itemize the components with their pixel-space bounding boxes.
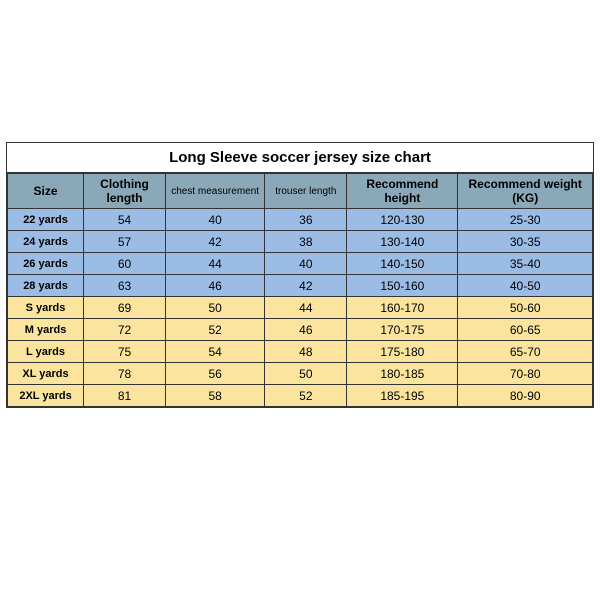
- data-cell: 25-30: [458, 209, 593, 231]
- size-cell: XL yards: [8, 363, 84, 385]
- table-row: 28 yards634642150-16040-50: [8, 275, 593, 297]
- size-cell: 24 yards: [8, 231, 84, 253]
- size-chart: Long Sleeve soccer jersey size chart Siz…: [6, 142, 594, 408]
- data-cell: 44: [165, 253, 264, 275]
- data-cell: 58: [165, 385, 264, 407]
- data-cell: 170-175: [347, 319, 458, 341]
- data-cell: 46: [165, 275, 264, 297]
- data-cell: 75: [84, 341, 166, 363]
- data-cell: 56: [165, 363, 264, 385]
- page-canvas: { "size_chart": { "type": "table", "titl…: [0, 0, 600, 600]
- column-header-chest: chest measurement: [165, 174, 264, 209]
- data-cell: 50: [265, 363, 347, 385]
- data-cell: 175-180: [347, 341, 458, 363]
- data-cell: 60: [84, 253, 166, 275]
- data-cell: 160-170: [347, 297, 458, 319]
- table-row: S yards695044160-17050-60: [8, 297, 593, 319]
- column-header-trous: trouser length: [265, 174, 347, 209]
- data-cell: 185-195: [347, 385, 458, 407]
- size-table: SizeClothing lengthchest measurementtrou…: [7, 173, 593, 407]
- column-header-weight: Recommend weight (KG): [458, 174, 593, 209]
- size-cell: S yards: [8, 297, 84, 319]
- table-row: 24 yards574238130-14030-35: [8, 231, 593, 253]
- data-cell: 72: [84, 319, 166, 341]
- table-row: 2XL yards815852185-19580-90: [8, 385, 593, 407]
- data-cell: 52: [165, 319, 264, 341]
- size-cell: 22 yards: [8, 209, 84, 231]
- table-row: 22 yards544036120-13025-30: [8, 209, 593, 231]
- data-cell: 70-80: [458, 363, 593, 385]
- table-header-row: SizeClothing lengthchest measurementtrou…: [8, 174, 593, 209]
- data-cell: 35-40: [458, 253, 593, 275]
- column-header-cloth: Clothing length: [84, 174, 166, 209]
- data-cell: 78: [84, 363, 166, 385]
- size-cell: M yards: [8, 319, 84, 341]
- data-cell: 46: [265, 319, 347, 341]
- data-cell: 30-35: [458, 231, 593, 253]
- data-cell: 150-160: [347, 275, 458, 297]
- size-cell: L yards: [8, 341, 84, 363]
- data-cell: 54: [165, 341, 264, 363]
- data-cell: 140-150: [347, 253, 458, 275]
- data-cell: 42: [165, 231, 264, 253]
- data-cell: 52: [265, 385, 347, 407]
- data-cell: 42: [265, 275, 347, 297]
- size-cell: 28 yards: [8, 275, 84, 297]
- table-row: M yards725246170-17560-65: [8, 319, 593, 341]
- column-header-size: Size: [8, 174, 84, 209]
- data-cell: 60-65: [458, 319, 593, 341]
- size-cell: 26 yards: [8, 253, 84, 275]
- data-cell: 44: [265, 297, 347, 319]
- data-cell: 81: [84, 385, 166, 407]
- data-cell: 50: [165, 297, 264, 319]
- chart-title: Long Sleeve soccer jersey size chart: [7, 143, 593, 173]
- data-cell: 40-50: [458, 275, 593, 297]
- data-cell: 57: [84, 231, 166, 253]
- size-cell: 2XL yards: [8, 385, 84, 407]
- data-cell: 40: [265, 253, 347, 275]
- data-cell: 63: [84, 275, 166, 297]
- table-row: L yards755448175-18065-70: [8, 341, 593, 363]
- data-cell: 48: [265, 341, 347, 363]
- data-cell: 50-60: [458, 297, 593, 319]
- data-cell: 130-140: [347, 231, 458, 253]
- data-cell: 38: [265, 231, 347, 253]
- data-cell: 69: [84, 297, 166, 319]
- data-cell: 180-185: [347, 363, 458, 385]
- data-cell: 40: [165, 209, 264, 231]
- data-cell: 80-90: [458, 385, 593, 407]
- table-row: 26 yards604440140-15035-40: [8, 253, 593, 275]
- data-cell: 36: [265, 209, 347, 231]
- data-cell: 65-70: [458, 341, 593, 363]
- data-cell: 120-130: [347, 209, 458, 231]
- table-row: XL yards785650180-18570-80: [8, 363, 593, 385]
- column-header-height: Recommend height: [347, 174, 458, 209]
- data-cell: 54: [84, 209, 166, 231]
